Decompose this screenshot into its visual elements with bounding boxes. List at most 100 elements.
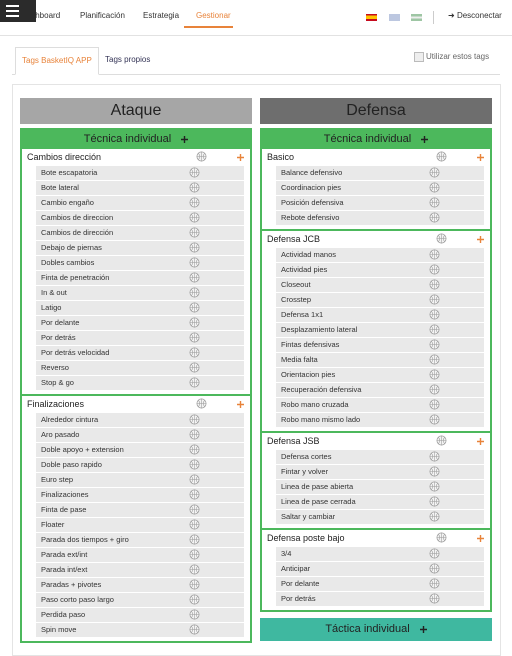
ball-icon[interactable] [189,444,200,455]
tag-item[interactable]: Por detrás [36,331,244,346]
ball-icon[interactable] [429,369,440,380]
ball-icon[interactable] [429,264,440,275]
ball-icon[interactable] [429,466,440,477]
tag-item[interactable]: Actividad manos [276,248,484,263]
ball-icon[interactable] [196,151,207,162]
ball-icon[interactable] [429,496,440,507]
ball-icon[interactable] [429,481,440,492]
ball-icon[interactable] [196,398,207,409]
ball-icon[interactable] [429,578,440,589]
tag-item[interactable]: 3/4 [276,547,484,562]
ball-icon[interactable] [436,532,447,543]
tag-item[interactable]: Anticipar [276,562,484,577]
tag-item[interactable]: Defensa 1x1 [276,308,484,323]
ball-icon[interactable] [189,377,200,388]
ball-icon[interactable] [189,534,200,545]
tag-item[interactable]: Desplazamiento lateral [276,323,484,338]
ball-icon[interactable] [189,212,200,223]
tag-item[interactable]: Por detrás [276,592,484,607]
ball-icon[interactable] [436,151,447,162]
ball-icon[interactable] [429,279,440,290]
add-button[interactable] [419,625,427,633]
ball-icon[interactable] [189,504,200,515]
ball-icon[interactable] [189,197,200,208]
tag-item[interactable]: Bote lateral [36,181,244,196]
tag-item[interactable]: Paso corto paso largo [36,593,244,608]
ball-icon[interactable] [189,459,200,470]
tag-item[interactable]: Paradas + pivotes [36,578,244,593]
ball-icon[interactable] [189,594,200,605]
tag-item[interactable]: Spin move [36,623,244,638]
add-button[interactable] [477,154,484,161]
nav-link[interactable]: Dashboard [21,11,61,20]
ball-icon[interactable] [189,414,200,425]
tag-item[interactable]: Saltar y cambiar [276,510,484,525]
ball-icon[interactable] [429,414,440,425]
add-button[interactable] [477,535,484,542]
ball-icon[interactable] [189,429,200,440]
tag-item[interactable]: Por detrás velocidad [36,346,244,361]
tag-item[interactable]: Por delante [276,577,484,592]
ball-icon[interactable] [429,212,440,223]
tag-item[interactable]: Robo mano mismo lado [276,413,484,428]
tag-item[interactable]: Aro pasado [36,428,244,443]
tag-item[interactable]: Doble apoyo + extension [36,443,244,458]
ball-icon[interactable] [429,197,440,208]
ball-icon[interactable] [429,451,440,462]
tag-item[interactable]: Robo mano cruzada [276,398,484,413]
logout[interactable]: ➜ Desconectar [448,11,502,20]
tag-item[interactable]: Coordinacion pies [276,181,484,196]
ball-icon[interactable] [429,249,440,260]
ball-icon[interactable] [189,564,200,575]
tag-item[interactable]: Perdida paso [36,608,244,623]
tag-item[interactable]: Balance defensivo [276,166,484,181]
add-button[interactable] [237,154,244,161]
tag-item[interactable]: Por delante [36,316,244,331]
tag-item[interactable]: Parada int/ext [36,563,244,578]
tag-item[interactable]: Actividad pies [276,263,484,278]
ball-icon[interactable] [429,548,440,559]
ball-icon[interactable] [429,384,440,395]
tag-item[interactable]: Parada ext/int [36,548,244,563]
ball-icon[interactable] [429,354,440,365]
ball-icon[interactable] [429,399,440,410]
tag-item[interactable]: Dobles cambios [36,256,244,271]
tag-item[interactable]: Cambios de dirección [36,226,244,241]
nav-link[interactable]: Planificación [80,11,125,20]
tag-item[interactable]: Cambio engaño [36,196,244,211]
tag-item[interactable]: Crosstep [276,293,484,308]
ball-icon[interactable] [189,624,200,635]
ball-icon[interactable] [429,182,440,193]
tag-item[interactable]: Defensa cortes [276,450,484,465]
tag-item[interactable]: Finta de penetración [36,271,244,286]
tag-item[interactable]: Doble paso rapido [36,458,244,473]
tag-item[interactable]: Stop & go [36,376,244,391]
add-button[interactable] [237,401,244,408]
tab[interactable]: Tags BasketIQ APP [15,47,99,75]
nav-link[interactable]: Estrategia [143,11,180,20]
flag-en[interactable] [389,14,400,21]
ball-icon[interactable] [189,579,200,590]
tag-item[interactable]: Debajo de piernas [36,241,244,256]
menu-button[interactable] [0,0,36,22]
ball-icon[interactable] [189,182,200,193]
tag-item[interactable]: In & out [36,286,244,301]
tag-item[interactable]: Cambios de direccion [36,211,244,226]
ball-icon[interactable] [429,324,440,335]
ball-icon[interactable] [429,563,440,574]
add-button[interactable] [477,236,484,243]
ball-icon[interactable] [189,302,200,313]
tag-item[interactable]: Reverso [36,361,244,376]
add-button[interactable] [477,438,484,445]
ball-icon[interactable] [429,294,440,305]
tag-item[interactable]: Floater [36,518,244,533]
tag-item[interactable]: Latigo [36,301,244,316]
tag-item[interactable]: Linea de pase cerrada [276,495,484,510]
ball-icon[interactable] [429,593,440,604]
tab[interactable]: Tags propios [105,55,151,64]
ball-icon[interactable] [429,339,440,350]
ball-icon[interactable] [189,362,200,373]
tag-item[interactable]: Linea de pase abierta [276,480,484,495]
ball-icon[interactable] [189,167,200,178]
nav-link[interactable]: Gestionar [196,11,231,20]
